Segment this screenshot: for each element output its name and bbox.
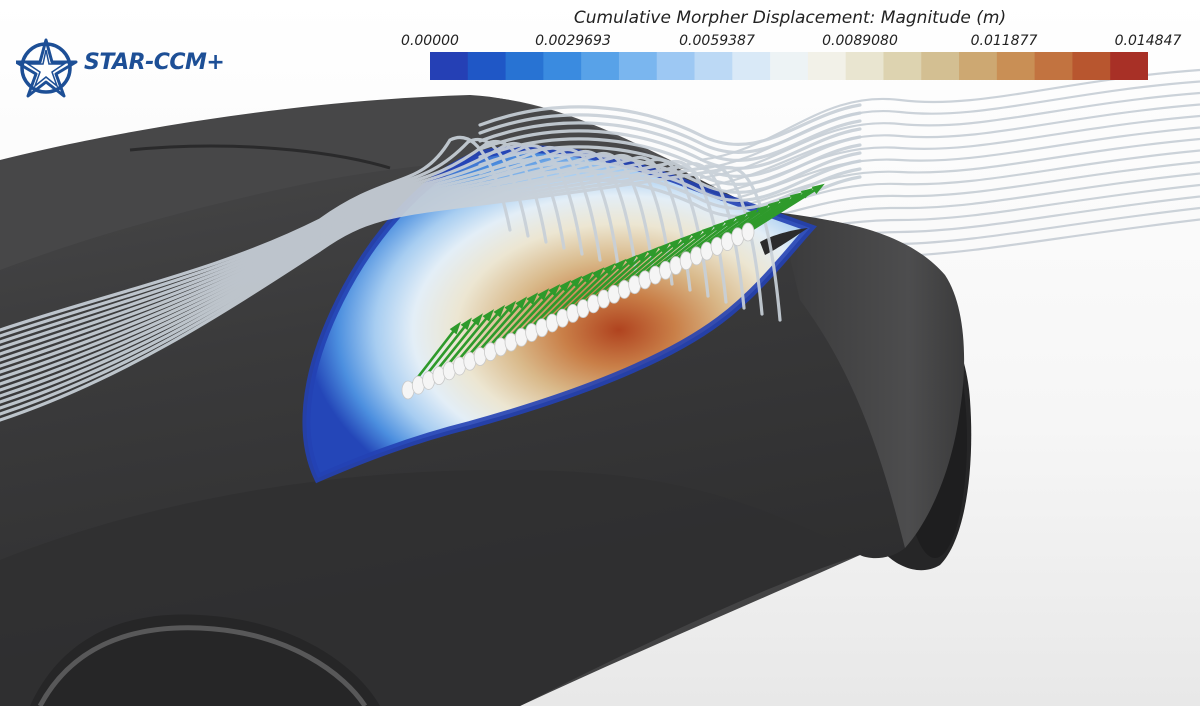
vector-arrowhead bbox=[679, 233, 693, 246]
vector-arrowhead bbox=[515, 296, 528, 309]
logo-text: STAR-CCM+ bbox=[84, 50, 225, 75]
colorbar-swatch bbox=[959, 52, 998, 80]
vector-arrowhead bbox=[734, 212, 748, 224]
streamline bbox=[0, 162, 746, 410]
colorbar-title: Cumulative Morpher Displacement: Magnitu… bbox=[573, 8, 1007, 28]
vector-arrowhead bbox=[614, 258, 627, 271]
vector-arrowhead bbox=[625, 254, 638, 267]
colorbar-label-5: 0.011877 bbox=[970, 33, 1038, 49]
vector-arrowhead bbox=[745, 208, 759, 220]
vector-arrowhead bbox=[658, 242, 671, 254]
colorbar-swatch bbox=[883, 52, 922, 80]
colorbar-swatch bbox=[543, 52, 582, 80]
streamline bbox=[0, 146, 602, 362]
vector-arrowhead bbox=[603, 263, 616, 275]
vector-arrowhead bbox=[636, 250, 649, 263]
vector-arrowhead bbox=[559, 279, 572, 292]
streamline bbox=[478, 159, 862, 203]
streamline bbox=[478, 135, 862, 179]
vector-arrowhead bbox=[482, 309, 495, 322]
vector-arrow bbox=[747, 186, 819, 234]
colorbar-swatch bbox=[1034, 52, 1074, 80]
colorbar-label-4: 0.0089080 bbox=[822, 33, 898, 49]
vector-arrowhead bbox=[756, 204, 770, 216]
vector-arrowhead bbox=[493, 304, 506, 318]
vector-arrowhead bbox=[669, 238, 682, 250]
colorbar-swatch bbox=[694, 52, 733, 80]
front-wheel-arch-rim bbox=[37, 625, 368, 706]
colorbar-label-3: 0.0059387 bbox=[679, 33, 755, 49]
vector-arrowhead bbox=[723, 217, 737, 229]
colorbar-labels: 0.00000 0.0029693 0.0059387 0.0089080 0.… bbox=[0, 33, 1200, 53]
colorbar-swatch bbox=[656, 52, 696, 80]
vector-arrowhead bbox=[767, 200, 781, 212]
colorbar-swatch bbox=[845, 52, 885, 80]
colorbar-swatch bbox=[1110, 52, 1148, 80]
velocity-vectors bbox=[401, 183, 825, 400]
streamline bbox=[699, 91, 1200, 180]
vector-arrowhead bbox=[526, 292, 539, 305]
streamline bbox=[478, 119, 862, 163]
streamline bbox=[699, 103, 1200, 189]
body-crease bbox=[129, 144, 391, 170]
vector-arrowhead bbox=[592, 267, 605, 280]
streamline bbox=[478, 167, 862, 211]
colorbar-swatch bbox=[618, 52, 658, 80]
vector-arrowhead bbox=[811, 183, 825, 195]
vector-arrowhead bbox=[581, 271, 594, 284]
streamline bbox=[478, 103, 862, 147]
streamline bbox=[0, 138, 530, 338]
vector-arrowhead bbox=[449, 321, 461, 335]
vector-arrowhead bbox=[471, 313, 483, 326]
streamline bbox=[478, 111, 862, 155]
rear-fender bbox=[780, 215, 965, 548]
roof-panel bbox=[0, 96, 690, 270]
streamline bbox=[0, 164, 764, 416]
colorbar-swatch bbox=[807, 52, 847, 80]
streamline bbox=[478, 151, 862, 195]
vector-arrowhead bbox=[647, 246, 660, 258]
star-logo-icon bbox=[16, 38, 78, 98]
vector-arrowhead bbox=[548, 284, 561, 297]
colorbar-label-max: 0.014847 bbox=[1114, 33, 1182, 49]
streamline bbox=[699, 137, 1200, 216]
vector-arrowhead bbox=[712, 221, 726, 233]
colorbar-swatch bbox=[467, 52, 507, 80]
streamline bbox=[0, 150, 638, 374]
vector-arrowhead bbox=[537, 288, 550, 301]
colorbar-swatch bbox=[732, 52, 771, 80]
colorbar-swatch bbox=[770, 52, 809, 80]
star-ccm-logo: STAR-CCM+ bbox=[16, 36, 225, 100]
vector-arrowhead bbox=[504, 300, 517, 314]
streamline bbox=[478, 127, 862, 171]
vector-arrowhead bbox=[690, 229, 704, 241]
colorbar-swatch bbox=[505, 52, 544, 80]
colorbar-swatch bbox=[430, 52, 469, 80]
colorbar-swatch bbox=[1072, 52, 1111, 80]
colorbar-swatch bbox=[921, 52, 960, 80]
seed-point bbox=[741, 222, 755, 242]
streamlines bbox=[0, 103, 862, 422]
colorbar[interactable] bbox=[430, 52, 1148, 80]
vector-arrowhead bbox=[701, 225, 715, 237]
vector-arrowhead bbox=[460, 317, 472, 331]
colorbar-swatch bbox=[996, 52, 1036, 80]
vector-arrowhead bbox=[570, 275, 583, 288]
colorbar-label-min: 0.00000 bbox=[401, 33, 459, 49]
streamline bbox=[478, 143, 862, 187]
colorbar-label-2: 0.0029693 bbox=[535, 33, 611, 49]
colorbar-swatch bbox=[581, 52, 620, 80]
streamline bbox=[0, 144, 584, 356]
